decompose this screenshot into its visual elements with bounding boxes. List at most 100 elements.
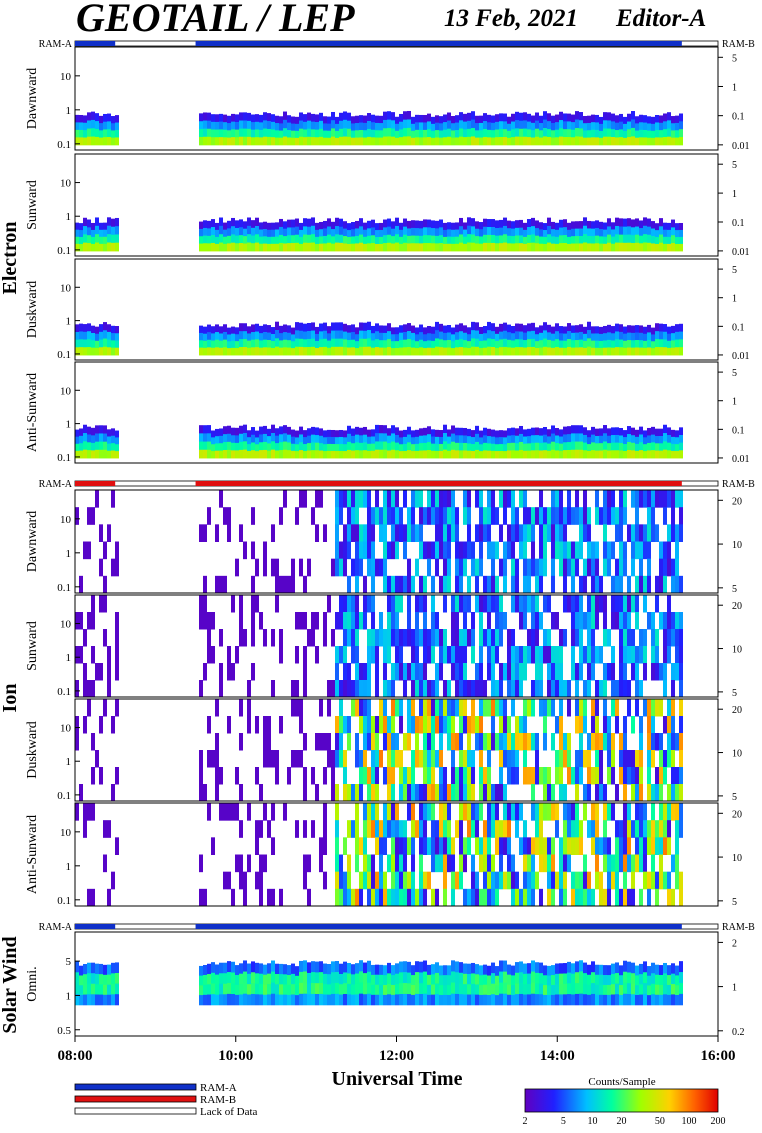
spectrogram-cell [75,436,79,445]
spectrogram-cell [299,330,303,340]
spectrogram-cell [219,983,223,995]
spectrogram-cell [539,558,543,577]
spectrogram-cell [559,716,563,734]
spectrogram-cell [479,347,483,356]
spectrogram-cell [471,346,475,356]
spectrogram-cell [603,120,607,129]
spectrogram-cell [619,331,623,341]
spectrogram-cell [363,130,367,139]
spectrogram-cell [235,767,239,785]
spectrogram-cell [643,340,647,349]
spectrogram-cell [667,541,671,560]
spectrogram-cell [587,871,591,890]
spectrogram-cell [87,235,91,244]
spectrogram-cell [351,490,355,508]
spectrogram-cell [451,123,455,131]
spectrogram-cell [335,871,339,890]
spectrogram-cell [603,325,607,334]
spectrogram-cell [587,243,591,252]
spectrogram-cell [275,222,279,230]
spectrogram-cell [351,784,355,802]
spectrogram-cell [607,332,611,341]
spectrogram-cell [455,137,459,146]
spectrogram-cell [359,490,363,508]
spectrogram-cell [447,854,451,873]
spectrogram-cell [383,347,387,356]
spectrogram-cell [399,575,403,594]
spectrogram-cell [519,612,523,630]
spectrogram-cell [419,490,423,508]
spectrogram-cell [467,341,471,349]
spectrogram-cell [559,733,563,751]
spectrogram-cell [407,767,411,785]
spectrogram-cell [379,888,383,907]
spectrogram-cell [303,960,307,972]
spectrogram-cell [603,558,607,577]
spectrogram-cell [335,854,339,873]
spectrogram-cell [287,767,291,785]
spectrogram-cell [635,784,639,802]
spectrogram-cell [275,243,279,252]
spectrogram-cell [75,429,79,438]
spectrogram-cell [443,820,447,838]
spectrogram-cell [547,595,551,613]
spectrogram-cell [439,663,443,681]
spectrogram-cell [487,114,491,123]
spectrogram-cell [343,961,347,973]
spectrogram-cell [643,972,647,984]
spectrogram-cell [607,733,611,751]
spectrogram-cell [343,983,347,995]
spectrogram-cell [307,234,311,244]
spectrogram-cell [499,113,503,122]
spectrogram-cell [515,339,519,348]
spectrogram-cell [279,507,283,525]
spectrogram-cell [371,558,375,577]
spectrogram-cell [239,854,243,873]
spectrogram-cell [651,524,655,542]
spectrogram-cell [659,965,663,976]
spectrogram-cell [667,975,671,986]
spectrogram-cell [439,450,443,459]
spectrogram-cell [95,333,99,342]
spectrogram-cell [455,347,459,356]
spectrogram-cell [587,888,591,907]
spectrogram-cell [111,340,115,349]
spectrogram-cell [547,429,551,437]
spectrogram-cell [419,629,423,647]
spectrogram-cell [407,323,411,332]
spectrogram-cell [595,767,599,785]
spectrogram-cell [219,326,223,334]
spectrogram-cell [647,524,651,542]
spectrogram-cell [83,994,87,1006]
spectrogram-cell [631,888,635,907]
spectrogram-cell [523,236,527,245]
spectrogram-cell [503,430,507,438]
spectrogram-cell [531,595,535,613]
spectrogram-cell [223,575,227,594]
spectrogram-cell [335,437,339,445]
spectrogram-cell [395,234,399,244]
spectrogram-cell [283,111,287,121]
spectrogram-cell [451,716,455,734]
spectrogram-cell [563,121,567,130]
spectrogram-cell [103,994,107,1006]
right-tick-label: 1 [732,189,737,200]
spectrogram-cell [375,243,379,252]
spectrogram-cell [255,871,259,890]
spectrogram-cell [427,803,431,821]
spectrogram-cell [251,227,255,237]
spectrogram-cell [463,646,467,664]
spectrogram-cell [411,575,415,594]
spectrogram-cell [103,820,107,838]
spectrogram-cell [331,680,335,698]
spectrogram-cell [391,490,395,508]
right-tick-label: 5 [732,584,737,595]
spectrogram-cell [555,612,559,630]
spectrogram-cell [259,347,263,356]
spectrogram-cell [571,612,575,630]
spectrogram-cell [607,443,611,452]
spectrogram-cell [427,558,431,577]
spectrogram-cell [299,699,303,717]
spectrogram-cell [619,137,623,146]
